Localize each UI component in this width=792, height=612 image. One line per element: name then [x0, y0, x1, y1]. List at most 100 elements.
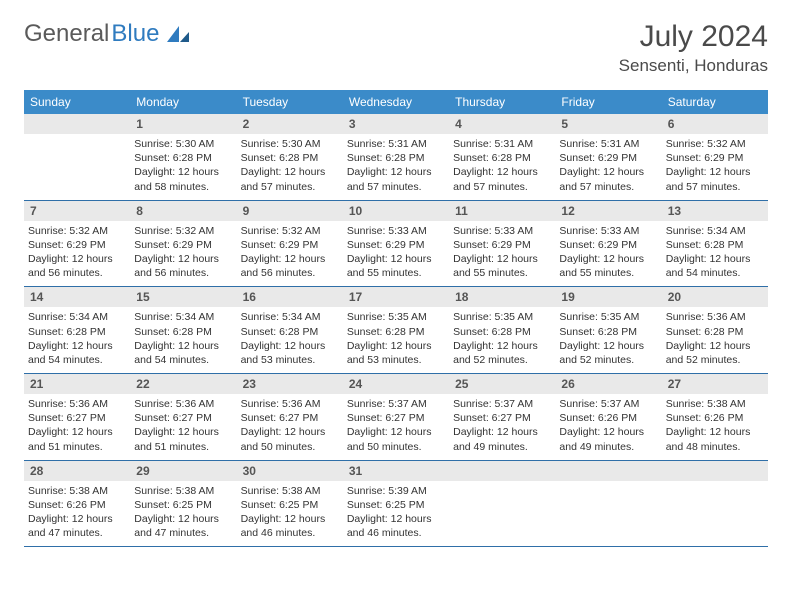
- day-number: 26: [555, 374, 661, 394]
- calendar-cell: 21Sunrise: 5:36 AMSunset: 6:27 PMDayligh…: [24, 374, 130, 461]
- weekday-header: Saturday: [662, 90, 768, 114]
- day-day1-line: Daylight: 12 hours: [347, 512, 445, 526]
- calendar-cell: 4Sunrise: 5:31 AMSunset: 6:28 PMDaylight…: [449, 114, 555, 200]
- day-number-empty: [662, 461, 768, 481]
- day-number: 9: [237, 201, 343, 221]
- day-day1-line: Daylight: 12 hours: [666, 252, 764, 266]
- day-detail: Sunrise: 5:35 AMSunset: 6:28 PMDaylight:…: [555, 307, 661, 373]
- day-sunrise-line: Sunrise: 5:37 AM: [559, 397, 657, 411]
- day-sunrise-line: Sunrise: 5:36 AM: [134, 397, 232, 411]
- day-sunrise-line: Sunrise: 5:38 AM: [134, 484, 232, 498]
- day-number: 4: [449, 114, 555, 134]
- day-sunset-line: Sunset: 6:27 PM: [347, 411, 445, 425]
- day-day1-line: Daylight: 12 hours: [453, 425, 551, 439]
- day-sunrise-line: Sunrise: 5:38 AM: [666, 397, 764, 411]
- day-day2-line: and 57 minutes.: [241, 180, 339, 194]
- day-day1-line: Daylight: 12 hours: [559, 425, 657, 439]
- day-day1-line: Daylight: 12 hours: [453, 339, 551, 353]
- day-sunset-line: Sunset: 6:28 PM: [28, 325, 126, 339]
- day-day2-line: and 55 minutes.: [453, 266, 551, 280]
- day-day1-line: Daylight: 12 hours: [241, 165, 339, 179]
- day-detail: Sunrise: 5:34 AMSunset: 6:28 PMDaylight:…: [130, 307, 236, 373]
- calendar-cell: 2Sunrise: 5:30 AMSunset: 6:28 PMDaylight…: [237, 114, 343, 200]
- day-detail: Sunrise: 5:30 AMSunset: 6:28 PMDaylight:…: [237, 134, 343, 200]
- day-day2-line: and 49 minutes.: [453, 440, 551, 454]
- day-sunset-line: Sunset: 6:28 PM: [134, 325, 232, 339]
- day-number-empty: [555, 461, 661, 481]
- day-sunset-line: Sunset: 6:28 PM: [134, 151, 232, 165]
- day-detail: Sunrise: 5:31 AMSunset: 6:28 PMDaylight:…: [343, 134, 449, 200]
- day-day2-line: and 52 minutes.: [453, 353, 551, 367]
- day-day2-line: and 57 minutes.: [559, 180, 657, 194]
- calendar-cell: 6Sunrise: 5:32 AMSunset: 6:29 PMDaylight…: [662, 114, 768, 200]
- calendar-cell: 1Sunrise: 5:30 AMSunset: 6:28 PMDaylight…: [130, 114, 236, 200]
- day-day2-line: and 54 minutes.: [28, 353, 126, 367]
- calendar-week-row: 1Sunrise: 5:30 AMSunset: 6:28 PMDaylight…: [24, 114, 768, 200]
- day-sunset-line: Sunset: 6:26 PM: [666, 411, 764, 425]
- day-sunset-line: Sunset: 6:25 PM: [347, 498, 445, 512]
- day-day1-line: Daylight: 12 hours: [347, 165, 445, 179]
- day-day2-line: and 49 minutes.: [559, 440, 657, 454]
- day-day2-line: and 57 minutes.: [453, 180, 551, 194]
- day-day2-line: and 55 minutes.: [347, 266, 445, 280]
- calendar-week-row: 28Sunrise: 5:38 AMSunset: 6:26 PMDayligh…: [24, 460, 768, 547]
- day-sunrise-line: Sunrise: 5:30 AM: [134, 137, 232, 151]
- day-number: 29: [130, 461, 236, 481]
- brand-logo: GeneralBlue: [24, 20, 191, 48]
- day-day1-line: Daylight: 12 hours: [453, 165, 551, 179]
- calendar-cell: 14Sunrise: 5:34 AMSunset: 6:28 PMDayligh…: [24, 287, 130, 374]
- day-detail: Sunrise: 5:33 AMSunset: 6:29 PMDaylight:…: [555, 221, 661, 287]
- day-sunset-line: Sunset: 6:29 PM: [241, 238, 339, 252]
- day-sunset-line: Sunset: 6:28 PM: [666, 325, 764, 339]
- day-number: 25: [449, 374, 555, 394]
- day-sunset-line: Sunset: 6:28 PM: [666, 238, 764, 252]
- day-day2-line: and 56 minutes.: [28, 266, 126, 280]
- header: GeneralBlue July 2024 Sensenti, Honduras: [24, 20, 768, 76]
- day-sunrise-line: Sunrise: 5:33 AM: [559, 224, 657, 238]
- day-sunrise-line: Sunrise: 5:35 AM: [453, 310, 551, 324]
- day-sunset-line: Sunset: 6:25 PM: [241, 498, 339, 512]
- month-title: July 2024: [619, 20, 768, 54]
- day-day2-line: and 56 minutes.: [134, 266, 232, 280]
- calendar-cell: [24, 114, 130, 200]
- day-sunset-line: Sunset: 6:29 PM: [28, 238, 126, 252]
- calendar-cell: [555, 460, 661, 547]
- day-day1-line: Daylight: 12 hours: [347, 425, 445, 439]
- calendar-cell: 29Sunrise: 5:38 AMSunset: 6:25 PMDayligh…: [130, 460, 236, 547]
- calendar-cell: 12Sunrise: 5:33 AMSunset: 6:29 PMDayligh…: [555, 200, 661, 287]
- day-sunset-line: Sunset: 6:27 PM: [241, 411, 339, 425]
- day-number: 28: [24, 461, 130, 481]
- calendar-cell: 19Sunrise: 5:35 AMSunset: 6:28 PMDayligh…: [555, 287, 661, 374]
- calendar-header-row: SundayMondayTuesdayWednesdayThursdayFrid…: [24, 90, 768, 114]
- day-number-empty: [24, 114, 130, 134]
- day-sunrise-line: Sunrise: 5:30 AM: [241, 137, 339, 151]
- day-day2-line: and 48 minutes.: [666, 440, 764, 454]
- day-number: 7: [24, 201, 130, 221]
- day-sunrise-line: Sunrise: 5:36 AM: [28, 397, 126, 411]
- title-block: July 2024 Sensenti, Honduras: [619, 20, 768, 76]
- day-detail: Sunrise: 5:37 AMSunset: 6:27 PMDaylight:…: [449, 394, 555, 460]
- day-detail: Sunrise: 5:30 AMSunset: 6:28 PMDaylight:…: [130, 134, 236, 200]
- day-number: 14: [24, 287, 130, 307]
- day-detail: Sunrise: 5:38 AMSunset: 6:26 PMDaylight:…: [24, 481, 130, 547]
- day-day1-line: Daylight: 12 hours: [28, 339, 126, 353]
- day-number: 8: [130, 201, 236, 221]
- day-sunset-line: Sunset: 6:29 PM: [559, 238, 657, 252]
- day-day1-line: Daylight: 12 hours: [666, 425, 764, 439]
- day-sunset-line: Sunset: 6:28 PM: [347, 151, 445, 165]
- day-sunrise-line: Sunrise: 5:36 AM: [241, 397, 339, 411]
- day-sunset-line: Sunset: 6:28 PM: [241, 325, 339, 339]
- day-sunset-line: Sunset: 6:29 PM: [347, 238, 445, 252]
- day-sunset-line: Sunset: 6:28 PM: [347, 325, 445, 339]
- day-detail: Sunrise: 5:34 AMSunset: 6:28 PMDaylight:…: [237, 307, 343, 373]
- day-sunset-line: Sunset: 6:26 PM: [28, 498, 126, 512]
- day-sunset-line: Sunset: 6:29 PM: [453, 238, 551, 252]
- weekday-header: Tuesday: [237, 90, 343, 114]
- day-sunrise-line: Sunrise: 5:31 AM: [559, 137, 657, 151]
- day-day2-line: and 47 minutes.: [134, 526, 232, 540]
- day-detail: Sunrise: 5:39 AMSunset: 6:25 PMDaylight:…: [343, 481, 449, 547]
- day-sunrise-line: Sunrise: 5:33 AM: [453, 224, 551, 238]
- day-number: 18: [449, 287, 555, 307]
- day-sunset-line: Sunset: 6:28 PM: [453, 151, 551, 165]
- day-detail: Sunrise: 5:35 AMSunset: 6:28 PMDaylight:…: [343, 307, 449, 373]
